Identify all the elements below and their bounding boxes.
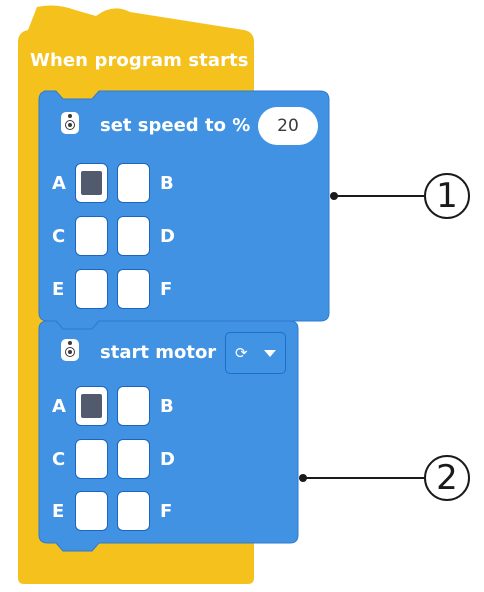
callout-2-number: 2	[436, 458, 458, 498]
port-label-b: B	[160, 173, 174, 194]
port-f-selector[interactable]	[117, 491, 150, 531]
port-c-selector[interactable]	[75, 439, 108, 479]
callout-1-number: 1	[436, 176, 458, 216]
hat-block-label: When program starts	[30, 50, 249, 71]
port-label-a: A	[52, 396, 66, 417]
port-b-selector[interactable]	[117, 386, 150, 426]
chevron-down-icon	[264, 350, 276, 357]
port-a-selector[interactable]	[75, 163, 108, 203]
callout-1-dot	[330, 192, 338, 200]
port-e-selector[interactable]	[75, 269, 108, 309]
port-label-a: A	[52, 173, 66, 194]
port-label-d: D	[160, 449, 175, 470]
set-speed-label: set speed to %	[100, 115, 251, 136]
port-label-d: D	[160, 226, 175, 247]
port-label-c: C	[52, 449, 66, 470]
callout-1-circle	[424, 173, 470, 219]
port-e-selector[interactable]	[75, 491, 108, 531]
port-c-selector[interactable]	[75, 216, 108, 256]
port-label-e: E	[52, 279, 65, 300]
clockwise-icon: ⟳	[235, 344, 248, 362]
port-d-selector[interactable]	[117, 216, 150, 256]
callout-2-dot	[299, 474, 307, 482]
callout-2-circle	[424, 455, 470, 501]
port-label-e: E	[52, 501, 65, 522]
port-d-selector[interactable]	[117, 439, 150, 479]
port-f-selector[interactable]	[117, 269, 150, 309]
start-motor-label: start motor	[100, 342, 217, 363]
motor-icon	[61, 112, 79, 134]
direction-dropdown[interactable]: ⟳	[225, 332, 286, 374]
speed-value-input[interactable]: 20	[258, 107, 318, 145]
port-label-f: F	[160, 279, 173, 300]
port-b-selector[interactable]	[117, 163, 150, 203]
port-label-c: C	[52, 226, 66, 247]
motor-icon	[61, 339, 79, 361]
port-label-b: B	[160, 396, 174, 417]
port-a-selector[interactable]	[75, 386, 108, 426]
port-label-f: F	[160, 501, 173, 522]
